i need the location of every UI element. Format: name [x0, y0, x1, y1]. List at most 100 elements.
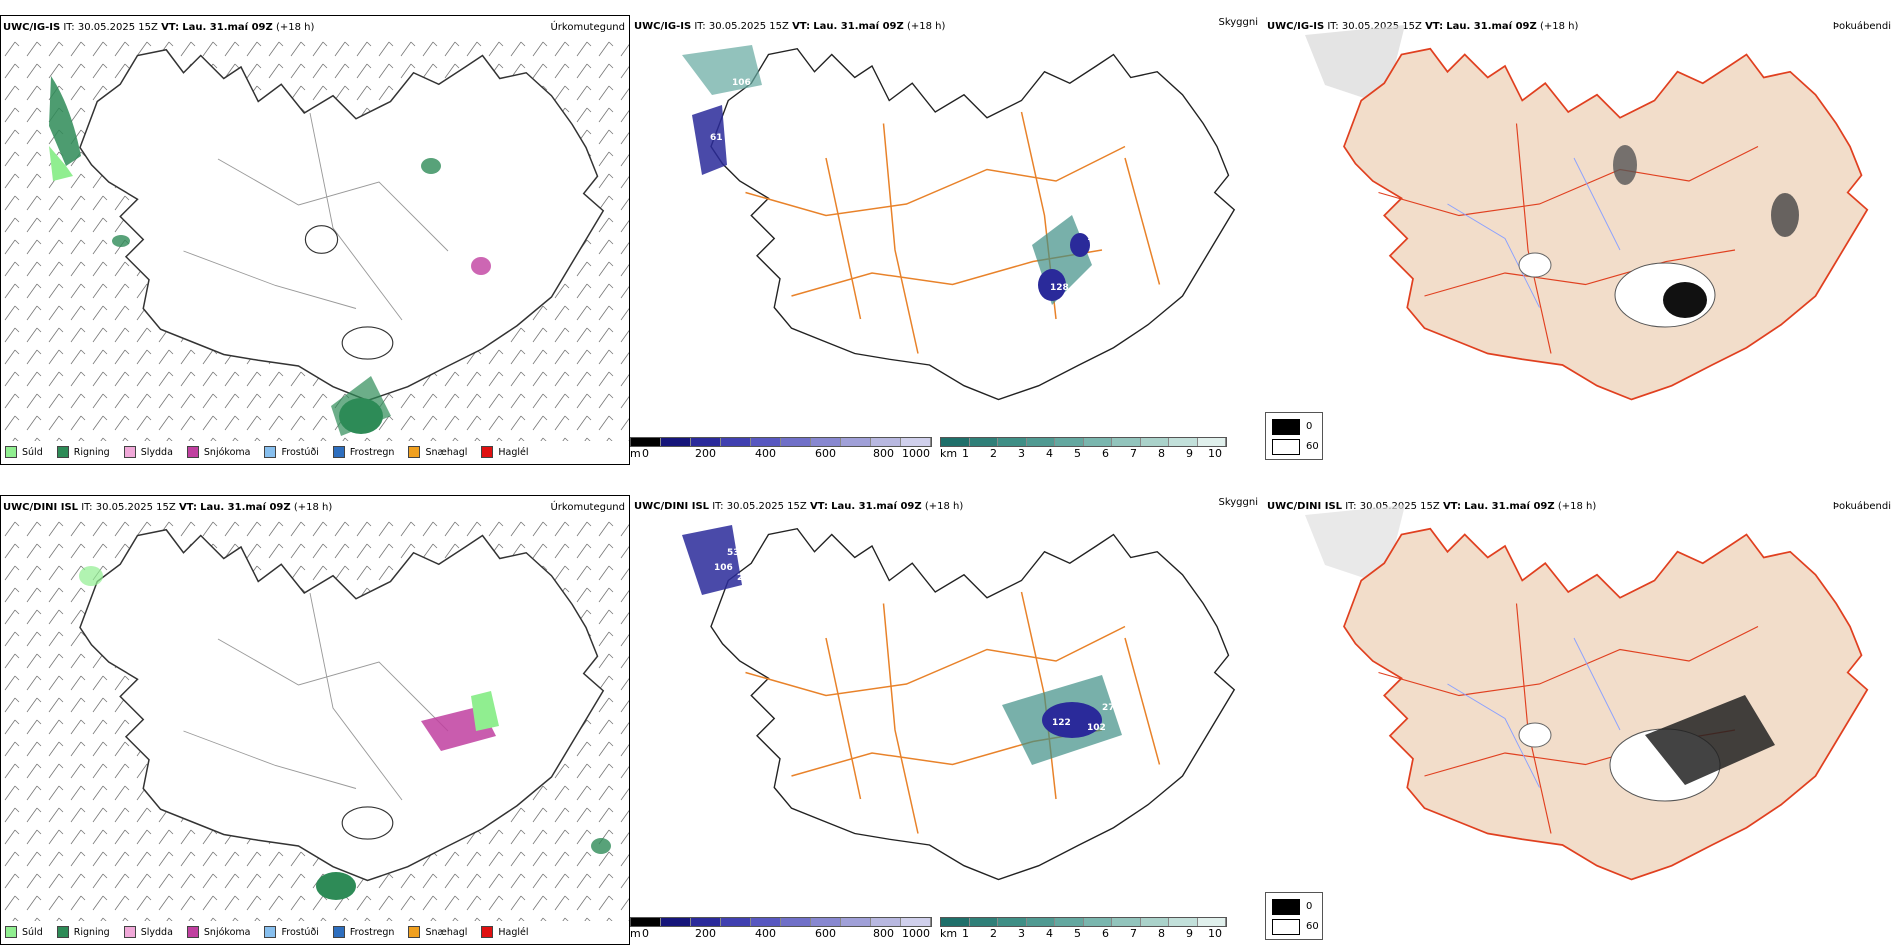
panel-param-label: Úrkomutegund [550, 22, 625, 33]
legend-item: Frostregn [332, 926, 394, 938]
fog-legend-bottom: 0 60 [1265, 892, 1323, 940]
tick: 1 [962, 927, 969, 940]
height-colorbar [630, 917, 932, 927]
fog-panel-top: UWC/IG-IS IT: 30.05.2025 15Z VT: Lau. 31… [1265, 15, 1895, 465]
tick: 1000 [902, 927, 930, 940]
fog-panel-bottom: UWC/DINI ISL IT: 30.05.2025 15Z VT: Lau.… [1265, 495, 1895, 945]
vis-value-label: 22 [737, 573, 750, 583]
scales-bottom: m 0 200 400 600 800 1000 km 1 2 3 4 5 6 … [630, 917, 1230, 940]
vis-value-label: 27 [1102, 703, 1115, 713]
legend-item: Snæhagl [408, 446, 467, 458]
fog-legend-top: 0 60 [1265, 412, 1323, 460]
tick: 6 [1102, 927, 1109, 940]
tick: 200 [695, 447, 716, 460]
legend-item: Haglél [481, 926, 529, 938]
vis-unit: km [940, 927, 958, 940]
tick: 800 [873, 447, 894, 460]
tick: 10 [1208, 447, 1222, 460]
tick: 8 [1158, 447, 1165, 460]
tick: 2 [990, 447, 997, 460]
tick: 6 [1102, 447, 1109, 460]
legend-item: Slydda [123, 446, 173, 458]
tick: 8 [1158, 927, 1165, 940]
tick: 7 [1130, 927, 1137, 940]
vis-unit: km [940, 447, 958, 460]
tick: 5 [1074, 927, 1081, 940]
legend-item: Súld [5, 446, 43, 458]
tick: 400 [755, 447, 776, 460]
tick: 2 [990, 927, 997, 940]
panel-param-label: Þokuábendi [1832, 21, 1891, 32]
precip-type-panel-top: UWC/IG-IS IT: 30.05.2025 15Z VT: Lau. 31… [0, 15, 630, 465]
vis-colorbar [940, 437, 1227, 447]
vis-colorbar [940, 917, 1227, 927]
vis-value-label: 30 [1107, 678, 1120, 688]
visibility-panel-top: UWC/IG-IS IT: 30.05.2025 15Z VT: Lau. 31… [632, 15, 1262, 465]
precip-type-legend: Súld Rigning Slydda Snjókoma Frostúði Fr… [5, 926, 529, 938]
tick: 5 [1074, 447, 1081, 460]
tick: 9 [1186, 927, 1193, 940]
legend-item: Frostúði [264, 446, 319, 458]
legend-item: Rigning [56, 926, 110, 938]
legend-item: Frostúði [264, 926, 319, 938]
tick: 4 [1046, 927, 1053, 940]
vis-value-label: 123 [1102, 263, 1121, 273]
precip-type-map [1, 521, 629, 921]
legend-item: Snjókoma [186, 446, 250, 458]
tick: 4 [1046, 447, 1053, 460]
tick: 600 [815, 927, 836, 940]
vis-value-label: 128 [1050, 283, 1069, 293]
scales-top: m 0 200 400 600 800 1000 km 1 2 3 4 5 6 … [630, 437, 1230, 460]
tick: 1 [962, 447, 969, 460]
precip-type-panel-bottom: UWC/DINI ISL IT: 30.05.2025 15Z VT: Lau.… [0, 495, 630, 945]
vis-scale: km 1 2 3 4 5 6 7 8 9 10 [940, 917, 1227, 940]
vis-value-label: 106 [714, 563, 733, 573]
tick: 600 [815, 447, 836, 460]
vis-value-label: 61 [710, 133, 723, 143]
panel-param-label: Skyggni [1218, 497, 1258, 508]
vis-value-label: 18 [742, 128, 755, 138]
vis-value-label: 102 [1087, 723, 1106, 733]
legend-item: Frostregn [332, 446, 394, 458]
panel-title: UWC/IG-IS IT: 30.05.2025 15Z VT: Lau. 31… [3, 22, 315, 33]
tick: 3 [1018, 927, 1025, 940]
vis-value-label: 53 [727, 548, 740, 558]
visibility-panel-bottom: UWC/DINI ISL IT: 30.05.2025 15Z VT: Lau.… [632, 495, 1262, 945]
legend-item: Snæhagl [408, 926, 467, 938]
precip-type-legend: Súld Rigning Slydda Snjókoma Frostúði Fr… [5, 446, 529, 458]
tick: 10 [1208, 927, 1222, 940]
height-unit: m [630, 927, 641, 940]
tick: 3 [1018, 447, 1025, 460]
precip-type-map [1, 41, 629, 441]
legend-item: Snjókoma [186, 926, 250, 938]
panel-title: UWC/IG-IS IT: 30.05.2025 15Z VT: Lau. 31… [1267, 21, 1579, 32]
visibility-map: 106 61 53 18 183 123 128 [682, 45, 1235, 401]
panel-param-label: Þokuábendi [1832, 501, 1891, 512]
legend-item: Rigning [56, 446, 110, 458]
panel-title: UWC/DINI ISL IT: 30.05.2025 15Z VT: Lau.… [634, 501, 964, 512]
vis-value-label: 183 [1087, 233, 1106, 243]
tick: 7 [1130, 447, 1137, 460]
panel-param-label: Úrkomutegund [550, 502, 625, 513]
height-scale: m 0 200 400 600 800 1000 [630, 917, 932, 940]
legend-item: Slydda [123, 926, 173, 938]
vis-value-label: 53 [727, 153, 740, 163]
tick: 800 [873, 927, 894, 940]
visibility-map: 106 53 22 122 102 27 30 [682, 525, 1235, 881]
legend-item: Haglél [481, 446, 529, 458]
vis-scale: km 1 2 3 4 5 6 7 8 9 10 [940, 437, 1227, 460]
tick: 200 [695, 927, 716, 940]
tick: 0 [642, 927, 649, 940]
tick: 9 [1186, 447, 1193, 460]
panel-title: UWC/IG-IS IT: 30.05.2025 15Z VT: Lau. 31… [634, 21, 946, 32]
panel-title: UWC/DINI ISL IT: 30.05.2025 15Z VT: Lau.… [3, 502, 333, 513]
tick: 0 [642, 447, 649, 460]
height-unit: m [630, 447, 641, 460]
tick: 400 [755, 927, 776, 940]
legend-item: Súld [5, 926, 43, 938]
height-scale: m 0 200 400 600 800 1000 [630, 437, 932, 460]
panel-param-label: Skyggni [1218, 17, 1258, 28]
vis-value-label: 122 [1052, 718, 1071, 728]
vis-value-label: 106 [732, 78, 751, 88]
height-colorbar [630, 437, 932, 447]
